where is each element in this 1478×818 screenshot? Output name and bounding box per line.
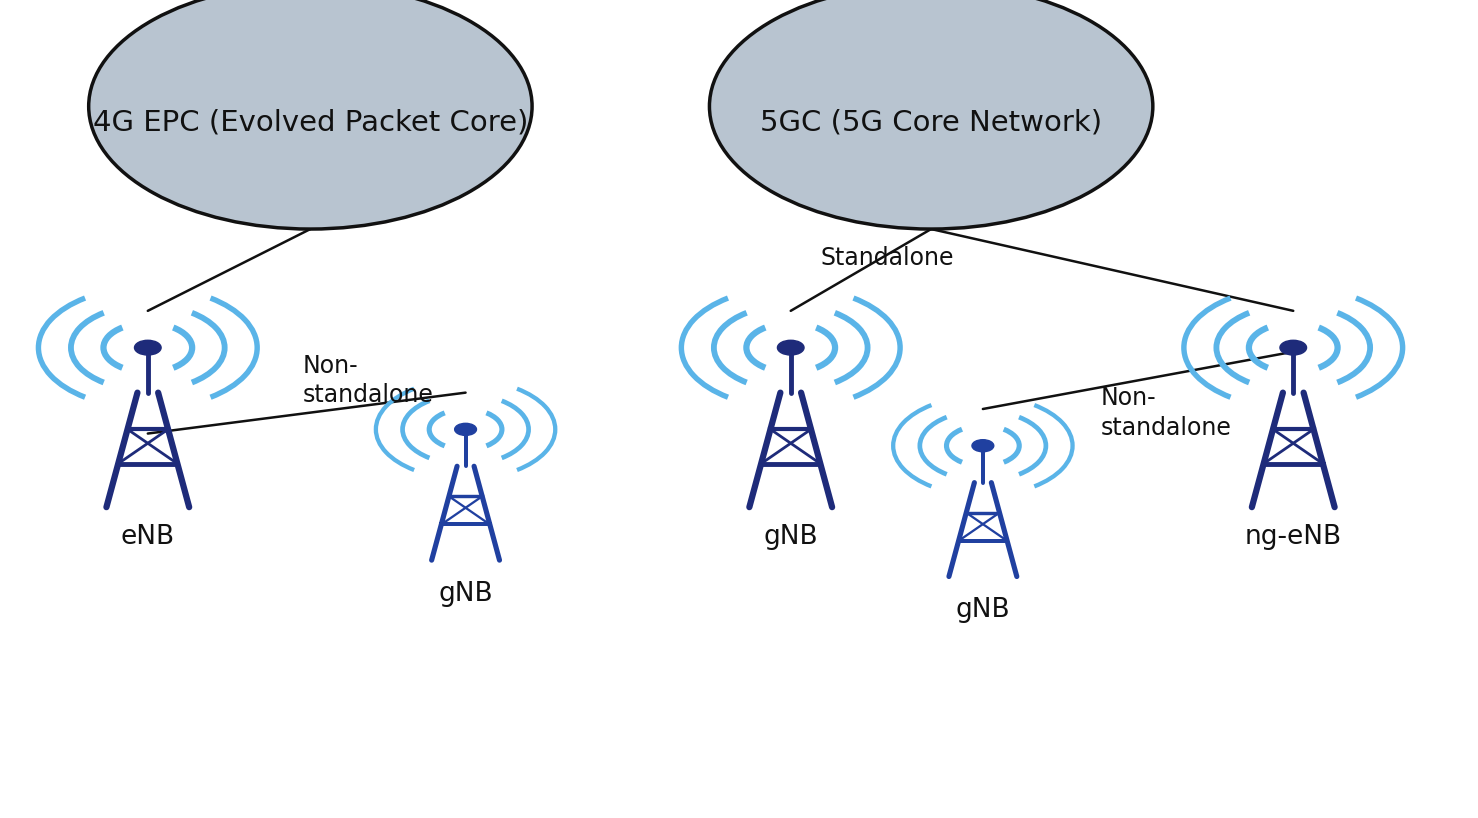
Text: Standalone: Standalone xyxy=(820,245,953,270)
Text: gNB: gNB xyxy=(439,581,492,607)
Circle shape xyxy=(1280,340,1307,355)
Text: gNB: gNB xyxy=(764,524,817,550)
Text: 5GC (5G Core Network): 5GC (5G Core Network) xyxy=(760,109,1103,137)
Text: eNB: eNB xyxy=(121,524,174,550)
Ellipse shape xyxy=(709,0,1153,229)
Text: gNB: gNB xyxy=(956,597,1009,623)
Circle shape xyxy=(777,340,804,355)
Circle shape xyxy=(973,440,993,452)
Text: Non-
standalone: Non- standalone xyxy=(1101,386,1233,440)
Text: 4G EPC (Evolved Packet Core): 4G EPC (Evolved Packet Core) xyxy=(93,109,528,137)
Circle shape xyxy=(134,340,161,355)
Ellipse shape xyxy=(89,0,532,229)
Text: Non-
standalone: Non- standalone xyxy=(303,353,435,407)
Circle shape xyxy=(455,424,476,435)
Text: ng-eNB: ng-eNB xyxy=(1244,524,1342,550)
